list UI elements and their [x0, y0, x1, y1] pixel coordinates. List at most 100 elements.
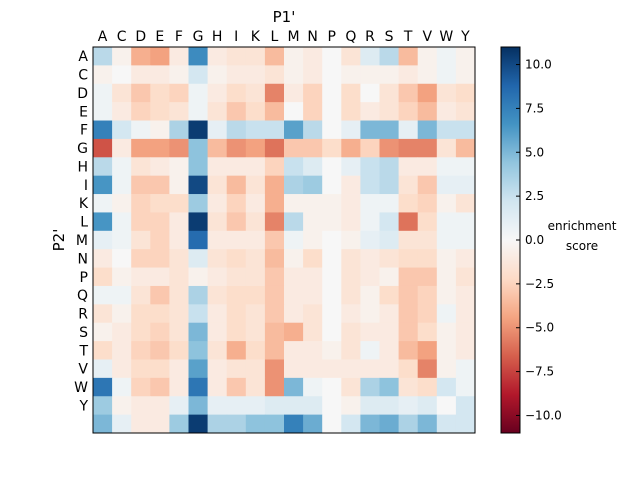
heatmap-cell	[341, 285, 361, 305]
heatmap-cell	[226, 120, 247, 140]
x-tick-label: F	[175, 29, 183, 45]
heatmap-cell	[284, 322, 304, 342]
heatmap-cell	[436, 120, 457, 140]
heatmap-cell	[93, 102, 113, 121]
heatmap-cell	[169, 120, 189, 140]
heatmap-cell	[417, 120, 438, 140]
heatmap-cell	[360, 138, 380, 158]
heatmap-cell	[264, 175, 285, 195]
colorbar-tick-label: −10.0	[525, 408, 562, 422]
heatmap-cell	[131, 267, 151, 287]
heatmap-cell	[131, 194, 151, 213]
heatmap-cell	[93, 322, 113, 342]
heatmap-cell	[93, 267, 113, 287]
heatmap-cell	[112, 157, 132, 177]
heatmap-cell	[322, 157, 342, 177]
heatmap-cell	[379, 102, 399, 121]
heatmap-cell	[226, 249, 247, 268]
y-tick-label: H	[77, 159, 88, 175]
heatmap-cell	[455, 138, 476, 158]
heatmap-cell	[379, 175, 399, 195]
heatmap-cell	[341, 65, 361, 85]
heatmap-cell	[226, 83, 247, 103]
heatmap-cell	[150, 285, 170, 305]
heatmap-cell	[188, 47, 208, 66]
heatmap-cell	[169, 285, 189, 305]
heatmap-cell	[93, 194, 113, 213]
heatmap-cell	[226, 396, 247, 416]
heatmap-cell	[264, 47, 285, 66]
heatmap-cell	[112, 249, 132, 268]
heatmap-cell	[379, 396, 399, 416]
y-tick-label: M	[76, 233, 88, 249]
heatmap-cell	[436, 102, 457, 121]
heatmap-cell	[150, 83, 170, 103]
y-tick-label: E	[79, 104, 88, 120]
heatmap-cell	[112, 47, 132, 66]
heatmap-cell	[455, 47, 476, 66]
heatmap-cell	[455, 83, 476, 103]
heatmap-cell	[303, 267, 323, 287]
heatmap-cell	[207, 249, 228, 268]
x-tick-label: L	[271, 29, 279, 45]
x-tick-label: K	[251, 29, 261, 45]
heatmap-cell	[417, 230, 438, 250]
heatmap-cell	[169, 194, 189, 213]
heatmap-cell	[188, 249, 208, 268]
heatmap-cell	[417, 285, 438, 305]
x-tick-label: M	[288, 29, 300, 45]
heatmap-cell	[436, 65, 457, 85]
heatmap-cell	[188, 304, 208, 324]
heatmap-cell	[150, 120, 170, 140]
heatmap-cell	[341, 102, 361, 121]
heatmap-cell	[226, 414, 247, 434]
heatmap-cell	[436, 304, 457, 324]
heatmap-cell	[303, 157, 323, 177]
heatmap-cell	[207, 414, 228, 434]
heatmap-cell	[398, 322, 419, 342]
heatmap-cell	[131, 322, 151, 342]
colorbar-tick-label: 7.5	[525, 101, 544, 115]
heatmap-cell	[245, 377, 266, 397]
heatmap-cell	[360, 304, 380, 324]
heatmap-cell	[341, 304, 361, 324]
heatmap-cell	[341, 83, 361, 103]
x-tick-label: S	[385, 29, 394, 45]
x-tick-label: E	[155, 29, 164, 45]
heatmap-cell	[379, 230, 399, 250]
heatmap-cell	[322, 377, 342, 397]
heatmap-cell	[207, 157, 228, 177]
heatmap-cell	[245, 396, 266, 416]
heatmap-cell	[245, 230, 266, 250]
colorbar-tick-label: −7.5	[525, 365, 554, 379]
heatmap-cell	[455, 230, 476, 250]
heatmap-cell	[188, 285, 208, 305]
heatmap-cell	[245, 102, 266, 121]
heatmap-cell	[379, 65, 399, 85]
heatmap-cell	[455, 377, 476, 397]
heatmap-cell	[207, 322, 228, 342]
heatmap-cell	[360, 341, 380, 360]
heatmap-cell	[322, 341, 342, 360]
heatmap-cell	[169, 322, 189, 342]
heatmap-cell	[341, 138, 361, 158]
heatmap-cell	[207, 341, 228, 360]
heatmap-cell	[131, 157, 151, 177]
heatmap-cell	[112, 175, 132, 195]
heatmap-cell	[379, 322, 399, 342]
heatmap-cell	[112, 65, 132, 85]
heatmap-cell	[284, 83, 304, 103]
heatmap-cell	[245, 322, 266, 342]
heatmap-cell	[303, 285, 323, 305]
heatmap-cell	[245, 83, 266, 103]
heatmap-cell	[360, 322, 380, 342]
heatmap-cell	[303, 120, 323, 140]
heatmap-cell	[379, 267, 399, 287]
heatmap-cell	[284, 377, 304, 397]
heatmap-cell	[264, 157, 285, 177]
heatmap-cell	[112, 194, 132, 213]
heatmap-cell	[322, 120, 342, 140]
heatmap-cell	[398, 285, 419, 305]
heatmap-cell	[322, 47, 342, 66]
heatmap-cell	[93, 175, 113, 195]
